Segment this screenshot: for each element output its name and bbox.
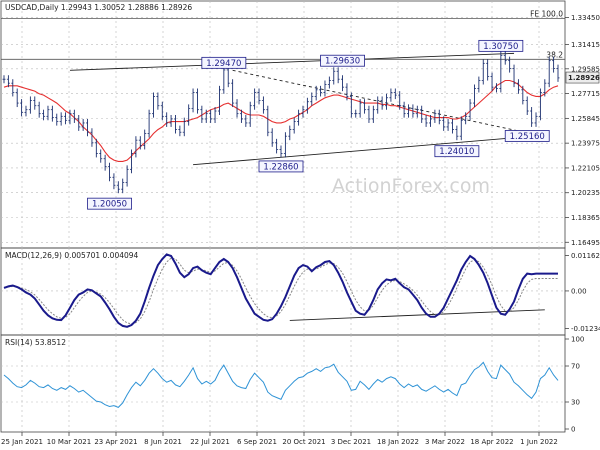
symbol-header: USDCAD,Daily 1.29943 1.30052 1.28886 1.2… <box>5 3 192 12</box>
x-tick-label: 25 Jan 2021 <box>1 438 43 446</box>
current-price-marker <box>565 71 600 84</box>
rsi-label: RSI(14) 53.8512 <box>5 338 66 347</box>
price-annotation-label: 1.22860 <box>263 162 298 172</box>
price-annotation-label: 1.29630 <box>325 57 360 67</box>
x-tick-label: 18 Jan 2022 <box>377 438 419 446</box>
price-annotation-label: 1.24010 <box>439 147 474 157</box>
price-trendline <box>69 52 515 71</box>
macd-label: MACD(12,26,9) 0.005701 0.004094 <box>5 251 139 260</box>
watermark: ActionForex.com <box>332 175 490 197</box>
macd-tick-label: 0.011629 <box>571 252 600 260</box>
macd-tick-label: 0.00 <box>571 287 587 295</box>
fib-38-label: 38.2 <box>546 50 563 59</box>
x-tick-label: 8 Jun 2021 <box>144 438 182 446</box>
x-tick-label: 3 Dec 2021 <box>331 438 371 446</box>
x-tick-label: 3 Mar 2022 <box>425 438 465 446</box>
price-tick-label: 1.33450 <box>571 14 600 22</box>
rsi-layer <box>3 361 559 408</box>
rsi-tick-label: 0 <box>571 426 575 434</box>
price-annotation-box <box>434 145 480 158</box>
price-tick-label: 1.22105 <box>571 164 600 172</box>
price-annotation-label: 1.25160 <box>510 132 545 142</box>
price-annotation-label: 1.20050 <box>92 200 127 210</box>
x-tick-label: 1 Jun 2022 <box>520 438 558 446</box>
price-tick-label: 1.20235 <box>571 189 600 197</box>
x-tick-label: 23 Apr 2021 <box>94 438 137 446</box>
price-annotation-box <box>87 197 132 210</box>
axis-layer: 25 Jan 2021 10 Mar 2021 23 Apr 2021 8 Jun 2… <box>1 14 600 446</box>
price-annotation-box <box>258 160 304 173</box>
price-annotation-label: 1.30750 <box>483 42 518 52</box>
price-tick-label: 1.31415 <box>571 41 600 49</box>
price-annotation-box <box>201 56 247 69</box>
fe-100-label: FE 100.0 <box>530 10 563 19</box>
grid-layer <box>1 1 565 432</box>
macd-layer <box>3 253 558 328</box>
rsi-tick-label: 100 <box>571 336 584 344</box>
rsi-tick-label: 70 <box>571 363 580 371</box>
rsi-line <box>3 361 559 408</box>
price-tick-label: 1.25845 <box>571 115 600 123</box>
x-tick-label: 10 Mar 2021 <box>47 438 91 446</box>
price-trendline <box>193 135 541 166</box>
price-annotation-box <box>320 54 365 67</box>
current-price-label: 1.28926 <box>568 74 600 82</box>
price-layer: FE 100.0 38.2 1.20050 1.29470 1.22860 1.29630… <box>1 10 565 210</box>
price-tick-label: 1.18365 <box>571 214 600 222</box>
rsi-panel-frame <box>0 334 566 433</box>
x-tick-label: 6 Sep 2021 <box>237 438 277 446</box>
price-tick-label: 1.16495 <box>571 239 600 247</box>
price-tick-label: 1.29585 <box>571 65 600 73</box>
price-annotation-box <box>478 39 524 52</box>
price-tick-label: 1.27715 <box>571 90 600 98</box>
rsi-tick-label: 30 <box>571 399 580 407</box>
price-annotation-label: 1.29470 <box>206 59 241 69</box>
macd-line <box>3 253 558 328</box>
price-annotation-box <box>504 130 550 142</box>
macd-tick-label: -0.012348 <box>571 325 600 333</box>
x-tick-label: 20 Oct 2021 <box>282 438 325 446</box>
price-tick-label: 1.23975 <box>571 140 600 148</box>
x-tick-label: 22 Jul 2021 <box>190 438 230 446</box>
x-tick-label: 18 Apr 2022 <box>470 438 513 446</box>
macd-trendline <box>289 309 545 321</box>
